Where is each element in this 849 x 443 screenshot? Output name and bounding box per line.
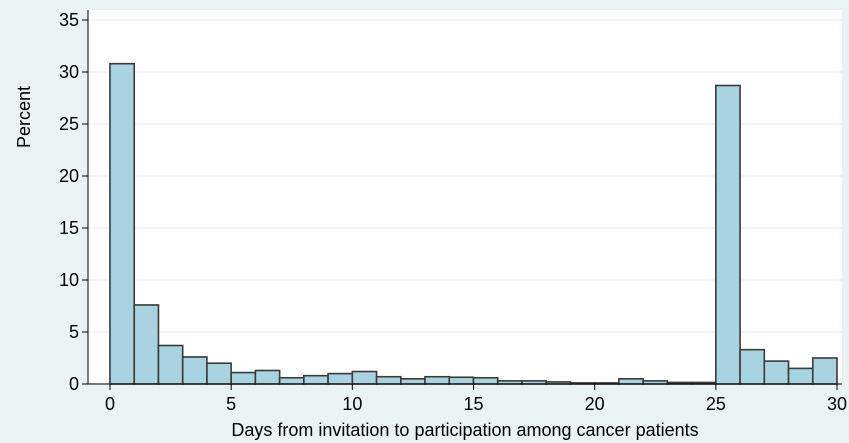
y-tick-label: 25 — [59, 114, 79, 134]
grid-lines — [88, 19, 842, 333]
y-tick-label: 15 — [59, 218, 79, 238]
histogram-bar — [254, 369, 281, 385]
histogram-bar — [206, 362, 232, 385]
histogram-bar — [715, 84, 741, 385]
x-tick-label: 5 — [226, 394, 236, 414]
x-tick-label: 25 — [706, 394, 726, 414]
x-tick-label: 30 — [827, 394, 847, 414]
y-tick-label: 20 — [59, 166, 79, 186]
x-tick-label: 20 — [585, 394, 605, 414]
y-tick-label: 30 — [59, 62, 79, 82]
histogram-bar — [618, 377, 644, 385]
histogram-bar — [351, 370, 378, 385]
y-tick-label: 10 — [59, 270, 79, 290]
histogram-bar — [424, 375, 451, 385]
histogram-bar — [230, 371, 257, 385]
histogram-bar — [448, 376, 475, 385]
histogram-bar — [399, 377, 426, 385]
histogram-bar — [278, 376, 305, 385]
histogram-bar — [375, 375, 402, 385]
y-tick-label: 0 — [69, 374, 79, 394]
y-axis-title: Percent — [14, 86, 34, 148]
histogram-bar — [327, 372, 354, 385]
histogram-bar — [181, 356, 208, 385]
histogram-bar — [763, 360, 790, 385]
histogram-bar — [109, 62, 136, 385]
histogram-bar — [472, 376, 499, 385]
y-tick-label: 35 — [59, 10, 79, 30]
x-tick-label: 15 — [463, 394, 483, 414]
histogram-bar — [739, 348, 766, 385]
histogram-bar — [787, 367, 814, 385]
y-ticks: 0 5 10 15 20 25 30 35 — [59, 10, 88, 394]
histogram-bar — [811, 357, 838, 385]
y-tick-label: 5 — [69, 322, 79, 342]
histogram-bar — [157, 344, 184, 385]
x-ticks: 0 5 10 15 20 25 30 — [105, 384, 847, 414]
histogram-bar — [303, 374, 329, 385]
x-tick-label: 10 — [342, 394, 362, 414]
histogram-bar — [133, 304, 160, 385]
x-axis-title: Days from invitation to participation am… — [231, 420, 698, 440]
x-tick-label: 0 — [105, 394, 115, 414]
